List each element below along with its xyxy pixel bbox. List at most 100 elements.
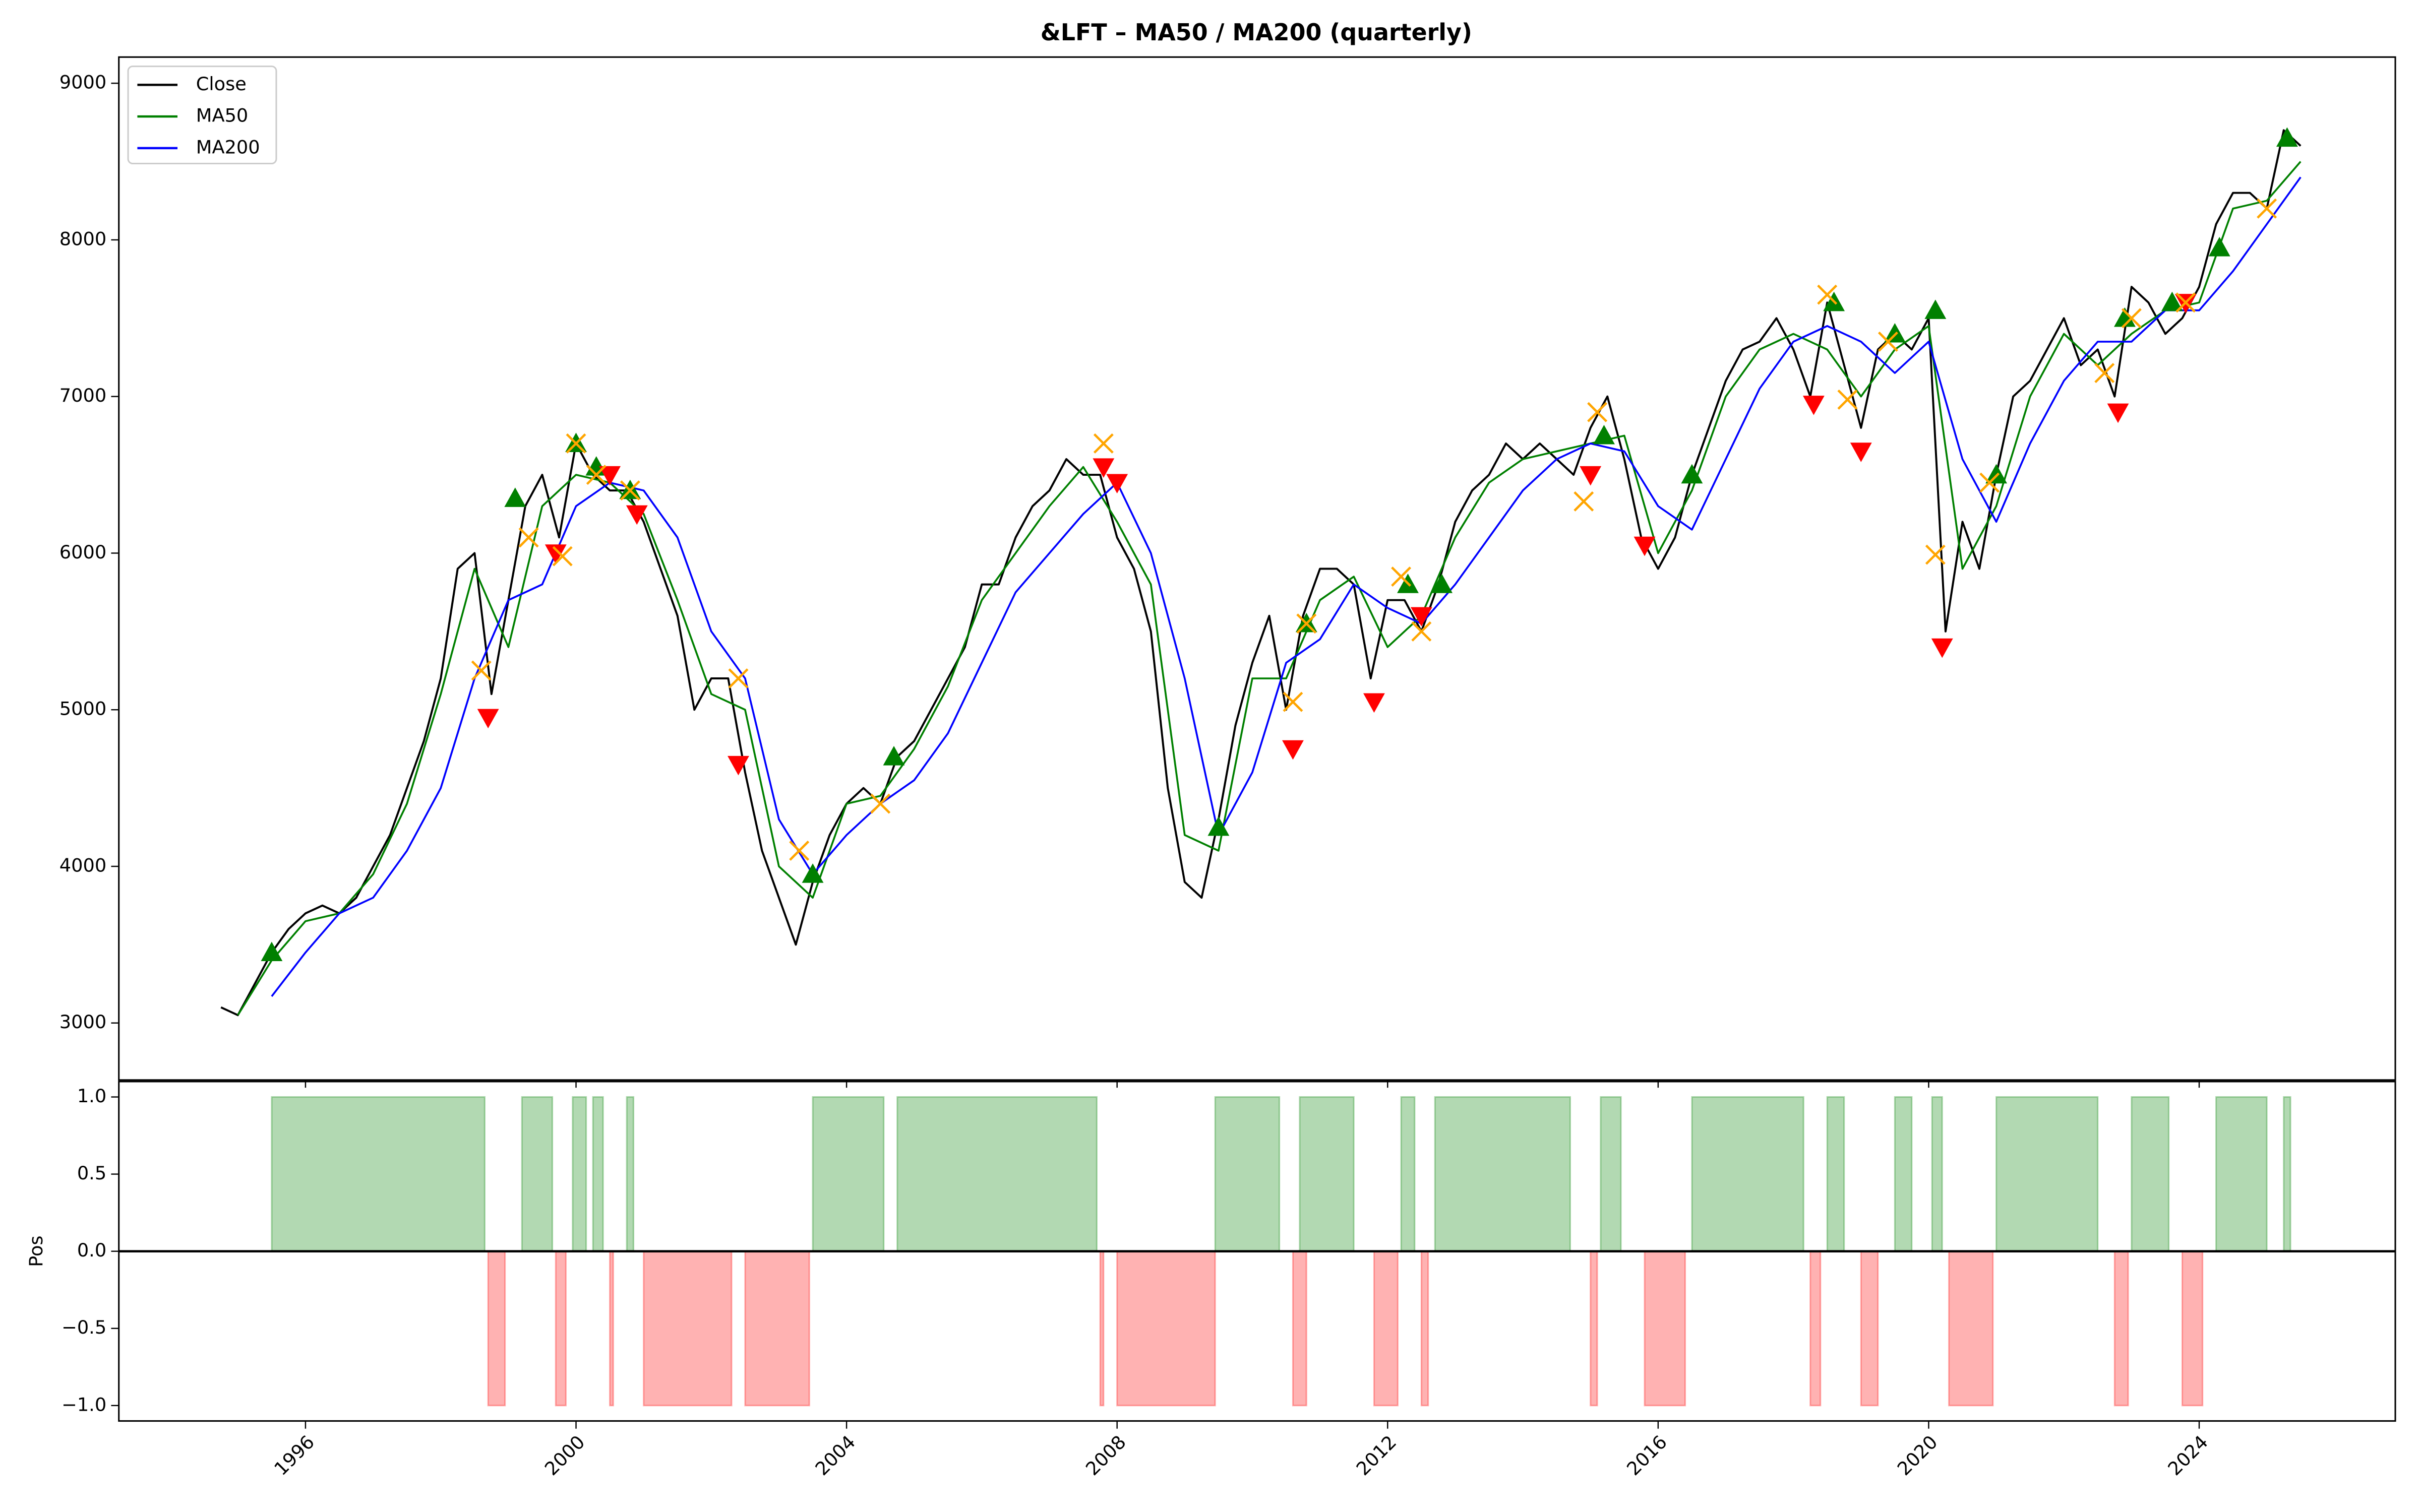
short-span	[1644, 1250, 1686, 1407]
long-span	[2215, 1096, 2268, 1252]
legend-box	[127, 66, 277, 165]
marker-triangle-up	[1593, 424, 1615, 445]
marker-triangle-down	[1093, 458, 1115, 478]
marker-triangle-down	[1850, 443, 1872, 462]
marker-x	[620, 480, 640, 501]
marker-x	[1411, 621, 1432, 642]
marker-x	[1283, 691, 1303, 712]
short-span	[555, 1250, 567, 1407]
marker-triangle-up	[2114, 307, 2136, 327]
y-tick-label: 8000	[59, 228, 106, 249]
marker-x	[1587, 402, 1608, 422]
marker-triangle-down	[1931, 638, 1953, 658]
marker-triangle-up	[2161, 291, 2183, 311]
line-0	[220, 129, 2302, 1017]
marker-x	[1979, 472, 2000, 493]
axes-frame	[118, 1081, 2396, 1422]
y-tick-label: 5000	[59, 698, 106, 720]
long-span	[1826, 1096, 1845, 1252]
short-span	[487, 1250, 506, 1407]
long-span	[271, 1096, 486, 1252]
marker-x	[2094, 363, 2115, 384]
marker-triangle-up	[2276, 127, 2298, 147]
short-span	[1590, 1250, 1598, 1407]
y-tick-label: 9000	[59, 72, 106, 93]
marker-x	[471, 660, 492, 681]
marker-triangle-down	[2107, 403, 2129, 423]
marker-triangle-up	[1884, 323, 1906, 343]
y-axis-label: Pos	[25, 1235, 47, 1267]
short-span	[1099, 1250, 1105, 1407]
long-span	[1600, 1096, 1622, 1252]
axes-frame	[118, 56, 2396, 1081]
short-span	[1116, 1250, 1216, 1407]
legend-label: MA200	[196, 136, 260, 158]
marker-x	[870, 793, 891, 814]
marker-x	[552, 546, 573, 566]
plot-area	[271, 1096, 2291, 1407]
marker-triangle-up	[1985, 464, 2007, 484]
marker-triangle-up	[802, 863, 824, 883]
short-span	[643, 1250, 733, 1407]
marker-x	[1296, 613, 1317, 634]
marker-triangle-down	[1634, 536, 1656, 556]
marker-triangle-up	[1207, 816, 1230, 836]
marker-x	[789, 840, 810, 861]
long-span	[2131, 1096, 2170, 1252]
y-tick-label: 6000	[59, 541, 106, 563]
short-span	[744, 1250, 810, 1407]
short-span	[609, 1250, 614, 1407]
plot-area	[220, 127, 2302, 1017]
long-span	[1400, 1096, 1416, 1252]
long-span	[521, 1096, 554, 1252]
short-span	[1420, 1250, 1429, 1407]
marker-triangle-up	[2208, 237, 2230, 257]
line-1	[237, 161, 2302, 1016]
marker-triangle-up	[883, 746, 905, 766]
long-span	[1894, 1096, 1913, 1252]
marker-triangle-down	[728, 755, 749, 776]
legend: Close MA50 MA200	[127, 66, 277, 165]
marker-x	[1925, 544, 1946, 565]
short-span	[2113, 1250, 2129, 1407]
marker-x	[586, 465, 607, 485]
marker-x	[728, 668, 749, 689]
long-span	[626, 1096, 635, 1252]
long-span	[1214, 1096, 1281, 1252]
y-tick-label: 0.5	[77, 1162, 106, 1184]
marker-x	[2175, 292, 2196, 313]
long-span	[592, 1096, 604, 1252]
y-tick-label: 4000	[59, 854, 106, 876]
marker-triangle-down	[1410, 607, 1432, 627]
legend-label: MA50	[196, 105, 249, 127]
chart-title: &LFT – MA50 / MA200 (quarterly)	[1041, 19, 1472, 46]
marker-triangle-up	[1431, 574, 1453, 593]
marker-triangle-up	[1681, 464, 1703, 484]
marker-x	[1391, 566, 1412, 587]
marker-triangle-down	[1802, 396, 1825, 415]
short-span	[1373, 1250, 1399, 1407]
marker-x	[1817, 284, 1838, 305]
y-tick-label: 0.0	[77, 1239, 106, 1261]
short-span	[1948, 1250, 1994, 1407]
marker-triangle-down	[1363, 693, 1385, 713]
long-span	[572, 1096, 587, 1252]
y-tick-label: −0.5	[62, 1316, 106, 1338]
marker-triangle-up	[1924, 299, 1947, 319]
long-span	[1691, 1096, 1804, 1252]
short-span	[1292, 1250, 1307, 1407]
long-span	[1434, 1096, 1571, 1252]
short-span	[2181, 1250, 2204, 1407]
y-tick-label: 1.0	[77, 1085, 106, 1107]
marker-x	[1574, 491, 1594, 512]
marker-triangle-down	[1580, 466, 1602, 486]
short-span	[1809, 1250, 1822, 1407]
marker-x	[1878, 331, 1898, 352]
marker-x	[2121, 308, 2142, 329]
marker-x	[2257, 198, 2277, 219]
long-span	[1931, 1096, 1943, 1252]
marker-x	[566, 433, 586, 454]
